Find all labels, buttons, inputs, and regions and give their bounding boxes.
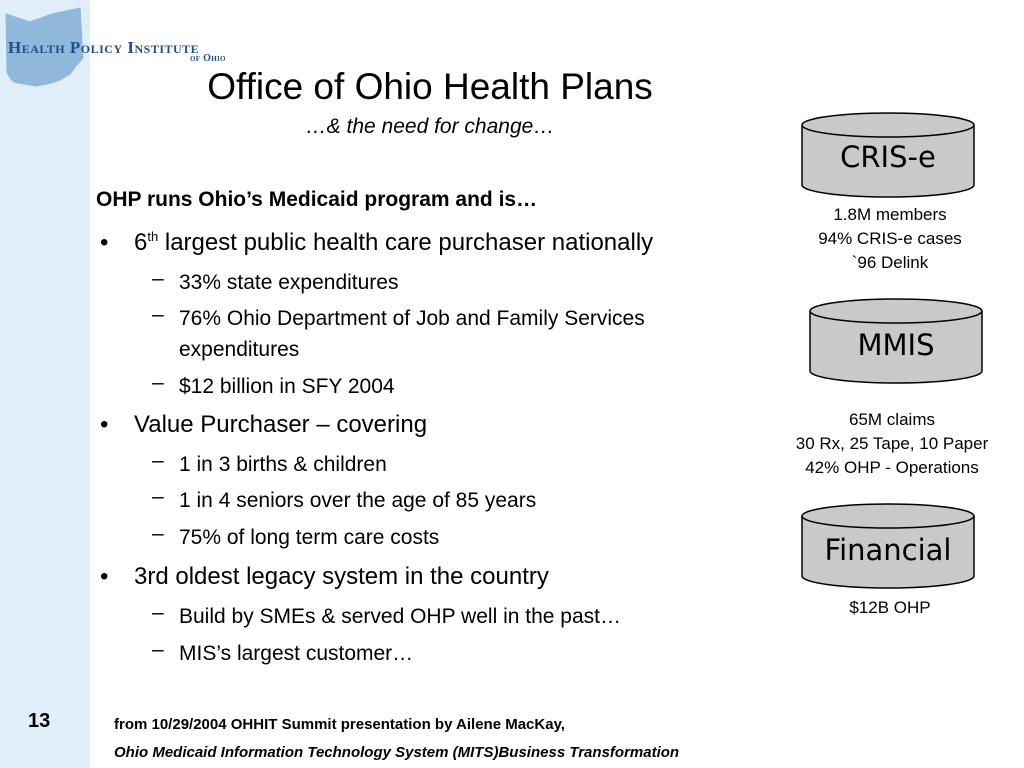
system-note: 65M claims	[849, 410, 935, 429]
en-dash: –	[152, 601, 164, 624]
system-note: 42% OHP - Operations	[805, 458, 979, 477]
system-note: `96 Delink	[851, 253, 929, 272]
database-cylinder-financial: Financial	[801, 503, 975, 589]
system-label: CRIS-e	[840, 140, 936, 174]
bullet-text: 3rd oldest legacy system in the country	[134, 563, 549, 590]
sub-bullet-text: 33% state expenditures	[179, 271, 399, 294]
system-label: Financial	[824, 533, 952, 567]
slide-title: Office of Ohio Health Plans	[207, 66, 653, 107]
system-note: $12B OHP	[849, 598, 931, 617]
slide-subtitle: …& the need for change…	[305, 115, 555, 138]
sub-bullet-text: 76% Ohio Department of Job and Family Se…	[179, 307, 645, 361]
database-icon	[801, 112, 975, 198]
database-cylinder-cris-e: CRIS-e	[801, 112, 975, 198]
footer-source: from 10/29/2004 OHHIT Summit presentatio…	[114, 716, 565, 733]
sub-bullet-text: Build by SMEs & served OHP well in the p…	[179, 605, 621, 628]
bullet-dot: •	[100, 563, 109, 590]
en-dash: –	[152, 371, 164, 394]
system-note: 30 Rx, 25 Tape, 10 Paper	[795, 434, 989, 453]
en-dash: –	[152, 267, 164, 290]
system-notes: 1.8M members 94% CRIS-e cases `96 Delink	[790, 203, 990, 275]
database-icon	[809, 298, 983, 384]
bullet-text: 6th largest public health care purchaser…	[134, 229, 654, 256]
sub-bullet-text: MIS’s largest customer…	[179, 642, 414, 665]
system-notes: $12B OHP	[790, 596, 990, 620]
sub-bullet-text: $12 billion in SFY 2004	[179, 375, 395, 398]
left-sidebar-band	[0, 0, 90, 768]
logo-text: Health Policy Institute	[8, 38, 200, 57]
en-dash: –	[152, 638, 164, 661]
en-dash: –	[152, 303, 164, 326]
en-dash: –	[152, 449, 164, 472]
system-note: 94% CRIS-e cases	[818, 229, 962, 248]
ohio-state-icon	[5, 7, 84, 87]
database-cylinder-mmis: MMIS	[809, 298, 983, 384]
logo: Health Policy Institute of Ohio	[0, 0, 250, 95]
system-label: MMIS	[857, 328, 935, 362]
logo-subtext: of Ohio	[190, 53, 226, 64]
sub-bullet-text: 1 in 4 seniors over the age of 85 years	[179, 489, 537, 512]
footer-title: Ohio Medicaid Information Technology Sys…	[114, 744, 680, 761]
page-number: 13	[28, 710, 51, 732]
bullet-dot: •	[100, 411, 109, 438]
section-heading: OHP runs Ohio’s Medicaid program and is…	[96, 188, 538, 211]
sub-bullet-text: 75% of long term care costs	[179, 526, 440, 549]
bullet-text: Value Purchaser – covering	[134, 411, 428, 438]
en-dash: –	[152, 522, 164, 545]
database-icon	[801, 503, 975, 589]
sub-bullet-text: 1 in 3 births & children	[179, 453, 387, 476]
system-note: 1.8M members	[833, 205, 947, 224]
en-dash: –	[152, 485, 164, 508]
system-notes: 65M claims 30 Rx, 25 Tape, 10 Paper 42% …	[772, 408, 1012, 480]
bullet-dot: •	[100, 229, 109, 256]
